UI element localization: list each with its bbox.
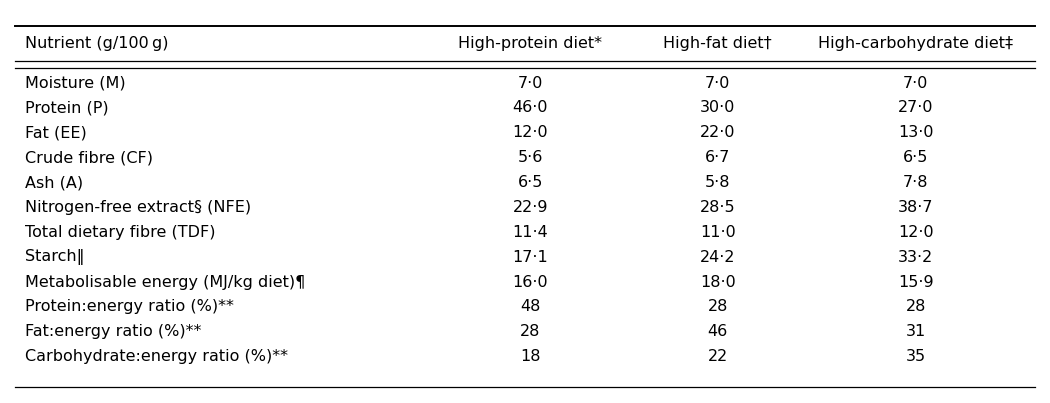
Text: Ash (A): Ash (A) bbox=[25, 175, 83, 190]
Text: 6·5: 6·5 bbox=[518, 175, 543, 190]
Text: 46·0: 46·0 bbox=[512, 100, 548, 116]
Text: 46: 46 bbox=[708, 324, 728, 339]
Text: 12·0: 12·0 bbox=[898, 225, 933, 240]
Text: 22·9: 22·9 bbox=[512, 200, 548, 215]
Text: 28: 28 bbox=[520, 324, 541, 339]
Text: 11·0: 11·0 bbox=[700, 225, 736, 240]
Text: 22: 22 bbox=[708, 349, 728, 364]
Text: 15·9: 15·9 bbox=[898, 274, 933, 289]
Text: 38·7: 38·7 bbox=[898, 200, 933, 215]
Text: 13·0: 13·0 bbox=[898, 125, 933, 140]
Text: 31: 31 bbox=[905, 324, 926, 339]
Text: Starch‖: Starch‖ bbox=[25, 249, 85, 265]
Text: High-fat diet†: High-fat diet† bbox=[664, 36, 772, 51]
Text: 24·2: 24·2 bbox=[700, 249, 735, 265]
Text: 28: 28 bbox=[905, 299, 926, 314]
Text: Protein (P): Protein (P) bbox=[25, 100, 108, 116]
Text: 7·0: 7·0 bbox=[518, 76, 543, 91]
Text: 12·0: 12·0 bbox=[512, 125, 548, 140]
Text: Nitrogen-free extract§ (NFE): Nitrogen-free extract§ (NFE) bbox=[25, 200, 251, 215]
Text: Crude fibre (CF): Crude fibre (CF) bbox=[25, 150, 153, 165]
Text: Carbohydrate:energy ratio (%)**: Carbohydrate:energy ratio (%)** bbox=[25, 349, 288, 364]
Text: 6·5: 6·5 bbox=[903, 150, 928, 165]
Text: 30·0: 30·0 bbox=[700, 100, 735, 116]
Text: 33·2: 33·2 bbox=[898, 249, 933, 265]
Text: 22·0: 22·0 bbox=[700, 125, 735, 140]
Text: Fat (EE): Fat (EE) bbox=[25, 125, 87, 140]
Text: 5·6: 5·6 bbox=[518, 150, 543, 165]
Text: 17·1: 17·1 bbox=[512, 249, 548, 265]
Text: Moisture (M): Moisture (M) bbox=[25, 76, 126, 91]
Text: 35: 35 bbox=[905, 349, 926, 364]
Text: 7·0: 7·0 bbox=[903, 76, 928, 91]
Text: High-protein diet*: High-protein diet* bbox=[458, 36, 603, 51]
Text: 18·0: 18·0 bbox=[700, 274, 736, 289]
Text: 27·0: 27·0 bbox=[898, 100, 933, 116]
Text: 28·5: 28·5 bbox=[700, 200, 735, 215]
Text: 28: 28 bbox=[708, 299, 728, 314]
Text: 6·7: 6·7 bbox=[705, 150, 731, 165]
Text: High-carbohydrate diet‡: High-carbohydrate diet‡ bbox=[818, 36, 1013, 51]
Text: Nutrient (g/100 g): Nutrient (g/100 g) bbox=[25, 36, 168, 51]
Text: 7·0: 7·0 bbox=[705, 76, 731, 91]
Text: 11·4: 11·4 bbox=[512, 225, 548, 240]
Text: Metabolisable energy (MJ/kg diet)¶: Metabolisable energy (MJ/kg diet)¶ bbox=[25, 274, 306, 289]
Text: 5·8: 5·8 bbox=[705, 175, 731, 190]
Text: Total dietary fibre (TDF): Total dietary fibre (TDF) bbox=[25, 225, 215, 240]
Text: Fat:energy ratio (%)**: Fat:energy ratio (%)** bbox=[25, 324, 202, 339]
Text: Protein:energy ratio (%)**: Protein:energy ratio (%)** bbox=[25, 299, 234, 314]
Text: 16·0: 16·0 bbox=[512, 274, 548, 289]
Text: 18: 18 bbox=[520, 349, 541, 364]
Text: 48: 48 bbox=[520, 299, 541, 314]
Text: 7·8: 7·8 bbox=[903, 175, 928, 190]
